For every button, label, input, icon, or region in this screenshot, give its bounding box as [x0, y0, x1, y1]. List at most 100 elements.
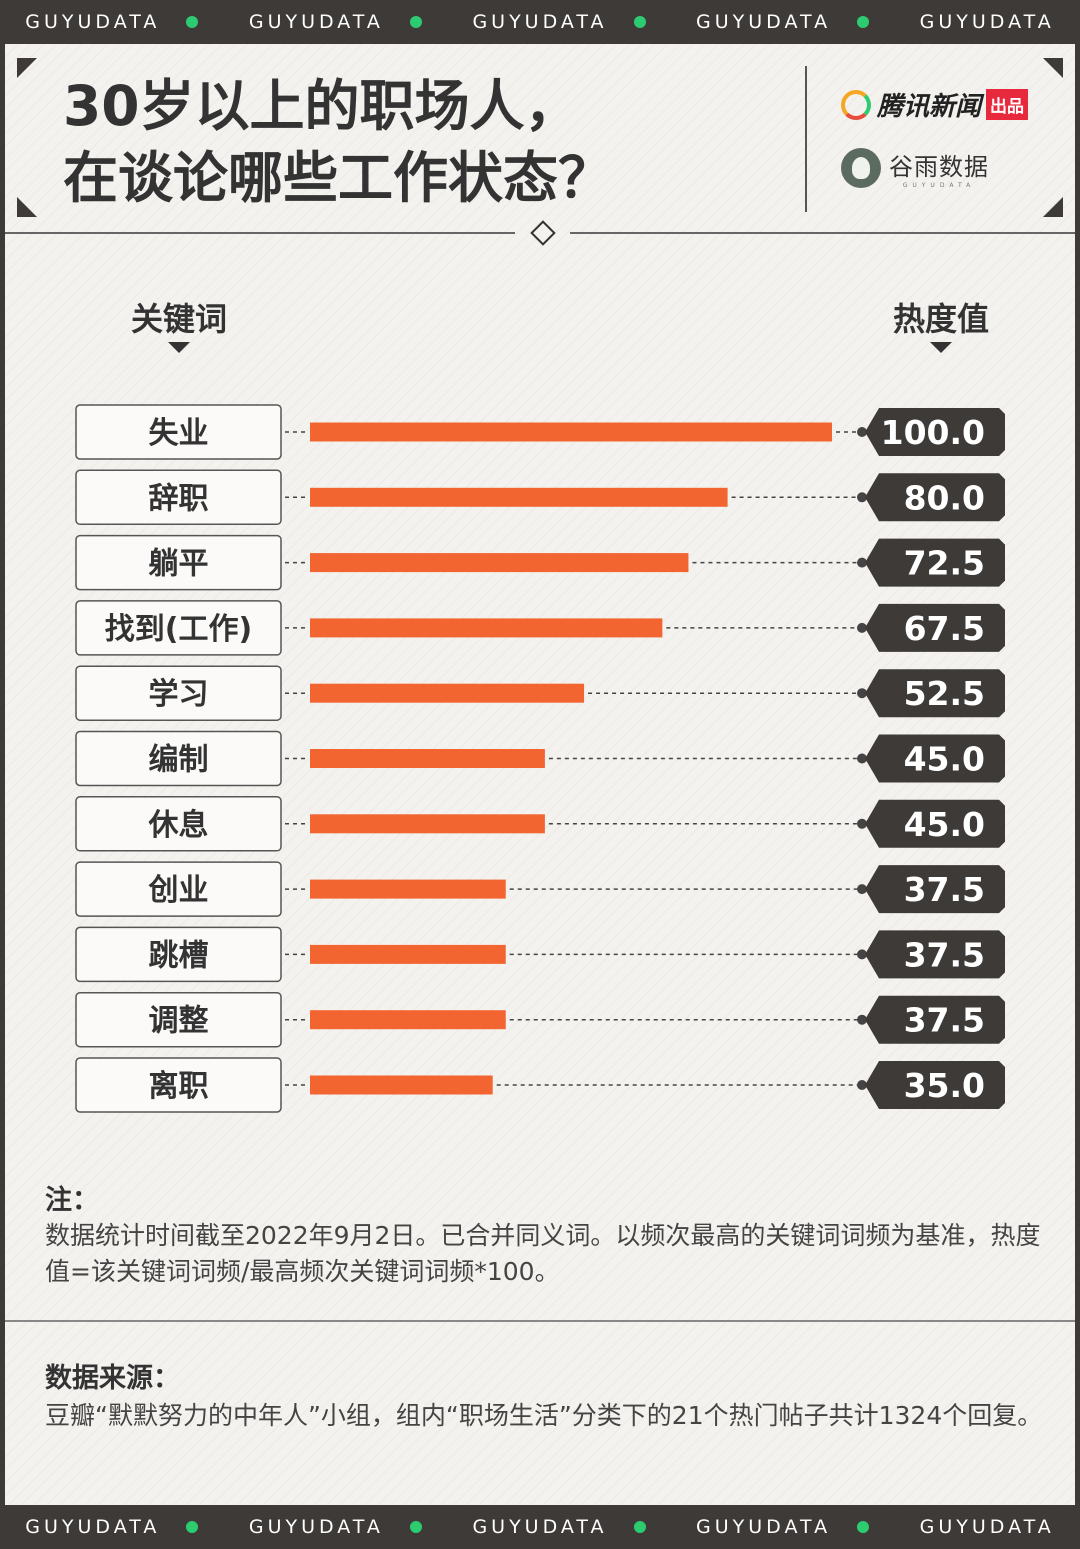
keyword-box — [75, 665, 282, 721]
header-divider — [805, 66, 807, 212]
value-tag — [865, 473, 1005, 522]
green-dot-icon — [186, 16, 199, 28]
section-rule — [570, 232, 1075, 234]
leader-dot — [857, 557, 867, 568]
keyword-box — [75, 730, 282, 787]
leader-dot — [857, 427, 867, 437]
green-dot-icon — [857, 16, 870, 28]
bar-chart: 失业 100.0 辞职 80.0 躺平 72.5 找到(工作) 67.5 学习 52.5 编制 45.… — [75, 404, 1005, 1113]
tencent-news-brand: 腾讯新闻 出品 — [841, 86, 1029, 123]
tencent-news-logo-icon — [841, 89, 871, 120]
green-dot-icon — [409, 1521, 422, 1533]
keyword-label: 躺平 — [149, 547, 209, 582]
chart-title: 30岁以上的职场人， 在谈论哪些工作状态？ — [63, 70, 613, 214]
keyword-label: 找到(工作) — [105, 612, 252, 647]
bar — [310, 683, 585, 703]
guyu-bird-logo-icon — [841, 148, 881, 188]
note-body: 数据统计时间截至2022年9月2日。已合并同义词。以频次最高的关键词词频为基准，… — [45, 1221, 1041, 1286]
keyword-box — [75, 534, 282, 591]
note-title: 注： — [45, 1185, 99, 1216]
leader-dot — [857, 492, 867, 503]
strip-text: GUYUDATA — [25, 11, 161, 33]
leader-dot — [857, 1014, 867, 1025]
strip-text: GUYUDATA — [472, 11, 608, 33]
bar — [310, 1010, 506, 1030]
keyword-box — [75, 796, 282, 852]
value-label: 37.5 — [904, 870, 985, 909]
leader-dot — [857, 688, 867, 699]
value-label: 45.0 — [904, 805, 985, 844]
bottom-watermark-strip: GUYUDATA GUYUDATA GUYUDATA GUYUDATA GUYU… — [0, 1505, 1080, 1549]
bar — [310, 814, 545, 834]
brand-secondary-name: 谷雨数据 — [889, 153, 989, 181]
corner-mark — [1043, 58, 1063, 78]
leader-dot — [857, 753, 867, 764]
keyword-label: 离职 — [149, 1069, 209, 1104]
value-tag — [865, 669, 1005, 718]
bar — [310, 944, 506, 964]
title-line-1: 30岁以上的职场人， — [63, 74, 580, 138]
green-dot-icon — [633, 1521, 646, 1533]
section-rule — [5, 232, 515, 234]
keyword-box — [75, 991, 282, 1048]
value-tag — [865, 603, 1005, 652]
keyword-label: 跳槽 — [149, 938, 209, 973]
strip-text: GUYUDATA — [696, 1516, 832, 1538]
bar — [310, 879, 506, 899]
leader-dot — [857, 1080, 867, 1090]
bar — [310, 553, 689, 573]
keyword-label: 学习 — [149, 677, 209, 712]
source-body: 豆瓣“默默努力的中年人”小组，组内“职场生活”分类下的21个热门帖子共计1324… — [45, 1401, 1043, 1430]
strip-text: GUYUDATA — [25, 1516, 161, 1538]
title-line-2: 在谈论哪些工作状态？ — [63, 146, 614, 210]
value-label: 52.5 — [904, 674, 985, 713]
source-title: 数据来源： — [45, 1363, 180, 1394]
value-label: 100.0 — [881, 413, 985, 452]
triangle-down-icon — [168, 342, 190, 353]
leader-dot — [857, 949, 867, 960]
value-column-header: 热度值 — [892, 300, 989, 338]
strip-text: GUYUDATA — [248, 11, 384, 33]
value-label: 72.5 — [904, 544, 985, 583]
bar — [310, 749, 545, 768]
value-tag — [865, 408, 1005, 456]
value-label: 67.5 — [904, 609, 985, 648]
guyu-data-brand: 谷雨数据 GUYUDATA — [841, 147, 989, 189]
leader-dot — [857, 622, 867, 633]
keyword-box — [75, 600, 282, 656]
section-separator — [5, 1320, 1075, 1322]
strip-text: GUYUDATA — [472, 1516, 608, 1538]
green-dot-icon — [409, 16, 422, 28]
corner-mark — [17, 197, 37, 217]
green-dot-icon — [857, 1521, 870, 1533]
value-tag — [865, 995, 1005, 1044]
keyword-box — [75, 926, 282, 983]
keyword-label: 辞职 — [149, 481, 209, 516]
value-label: 37.5 — [904, 935, 985, 974]
leader-dot — [857, 818, 867, 829]
green-dot-icon — [186, 1521, 199, 1533]
value-tag — [865, 930, 1005, 979]
value-tag — [865, 734, 1005, 783]
strip-text: GUYUDATA — [919, 11, 1055, 33]
value-label: 37.5 — [904, 1001, 985, 1040]
value-tag — [865, 865, 1005, 914]
value-label: 35.0 — [904, 1066, 985, 1105]
strip-text: GUYUDATA — [919, 1516, 1055, 1538]
value-tag — [865, 538, 1005, 587]
bar — [310, 1075, 493, 1095]
value-label: 45.0 — [904, 740, 985, 779]
corner-mark — [1043, 197, 1063, 217]
keyword-box — [75, 1057, 282, 1113]
triangle-down-icon — [930, 342, 952, 353]
green-dot-icon — [633, 16, 646, 28]
keyword-label: 失业 — [149, 416, 209, 451]
corner-mark — [17, 58, 37, 78]
keyword-box — [75, 404, 282, 460]
brand-secondary-sub: GUYUDATA — [902, 182, 976, 189]
value-tag — [865, 799, 1005, 848]
value-tag — [865, 1061, 1005, 1109]
strip-text: GUYUDATA — [696, 11, 832, 33]
infographic-card: 30岁以上的职场人， 在谈论哪些工作状态？ 腾讯新闻 出品 谷雨数据 GUYUD… — [5, 44, 1075, 1505]
brand-primary-tag: 出品 — [986, 89, 1029, 120]
